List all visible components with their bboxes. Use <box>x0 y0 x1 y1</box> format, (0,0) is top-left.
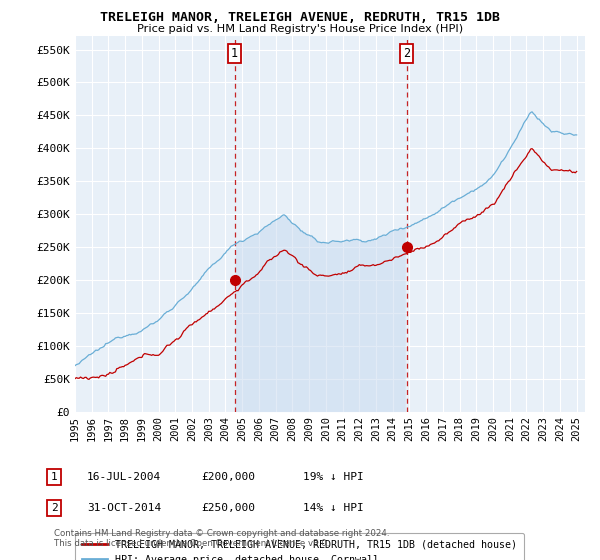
Text: 19% ↓ HPI: 19% ↓ HPI <box>303 472 364 482</box>
Text: 1: 1 <box>231 47 238 60</box>
Text: Contains HM Land Registry data © Crown copyright and database right 2024.: Contains HM Land Registry data © Crown c… <box>54 529 389 538</box>
Text: TRELEIGH MANOR, TRELEIGH AVENUE, REDRUTH, TR15 1DB: TRELEIGH MANOR, TRELEIGH AVENUE, REDRUTH… <box>100 11 500 24</box>
Legend: TRELEIGH MANOR, TRELEIGH AVENUE, REDRUTH, TR15 1DB (detached house), HPI: Averag: TRELEIGH MANOR, TRELEIGH AVENUE, REDRUTH… <box>75 533 524 560</box>
Text: 1: 1 <box>50 472 58 482</box>
Text: 16-JUL-2004: 16-JUL-2004 <box>87 472 161 482</box>
Text: £250,000: £250,000 <box>201 503 255 513</box>
Text: £200,000: £200,000 <box>201 472 255 482</box>
Text: Price paid vs. HM Land Registry's House Price Index (HPI): Price paid vs. HM Land Registry's House … <box>137 24 463 34</box>
Text: 31-OCT-2014: 31-OCT-2014 <box>87 503 161 513</box>
Text: 2: 2 <box>403 47 410 60</box>
Text: 14% ↓ HPI: 14% ↓ HPI <box>303 503 364 513</box>
Text: 2: 2 <box>50 503 58 513</box>
Text: This data is licensed under the Open Government Licence v3.0.: This data is licensed under the Open Gov… <box>54 539 329 548</box>
